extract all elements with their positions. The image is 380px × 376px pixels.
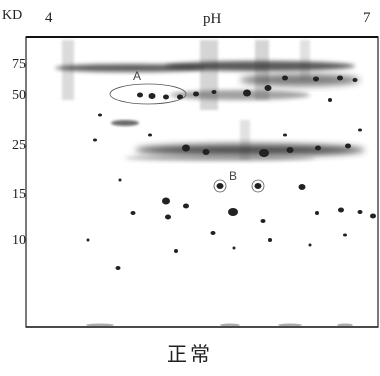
ph-high-label: 7: [363, 11, 371, 26]
mw-marker: 25: [4, 139, 26, 153]
ph-low-label: 4: [45, 11, 53, 26]
ph-axis-label: pH: [203, 12, 221, 27]
kd-axis-label: KD: [2, 9, 22, 23]
mw-marker: 75: [4, 58, 26, 72]
mw-marker: 15: [4, 188, 26, 202]
spot-label-b: B: [229, 170, 237, 182]
spot-label-a: A: [133, 70, 141, 82]
mw-marker: 10: [4, 234, 26, 248]
mw-marker: 50: [4, 89, 26, 103]
figure-caption: 正常: [0, 344, 380, 364]
